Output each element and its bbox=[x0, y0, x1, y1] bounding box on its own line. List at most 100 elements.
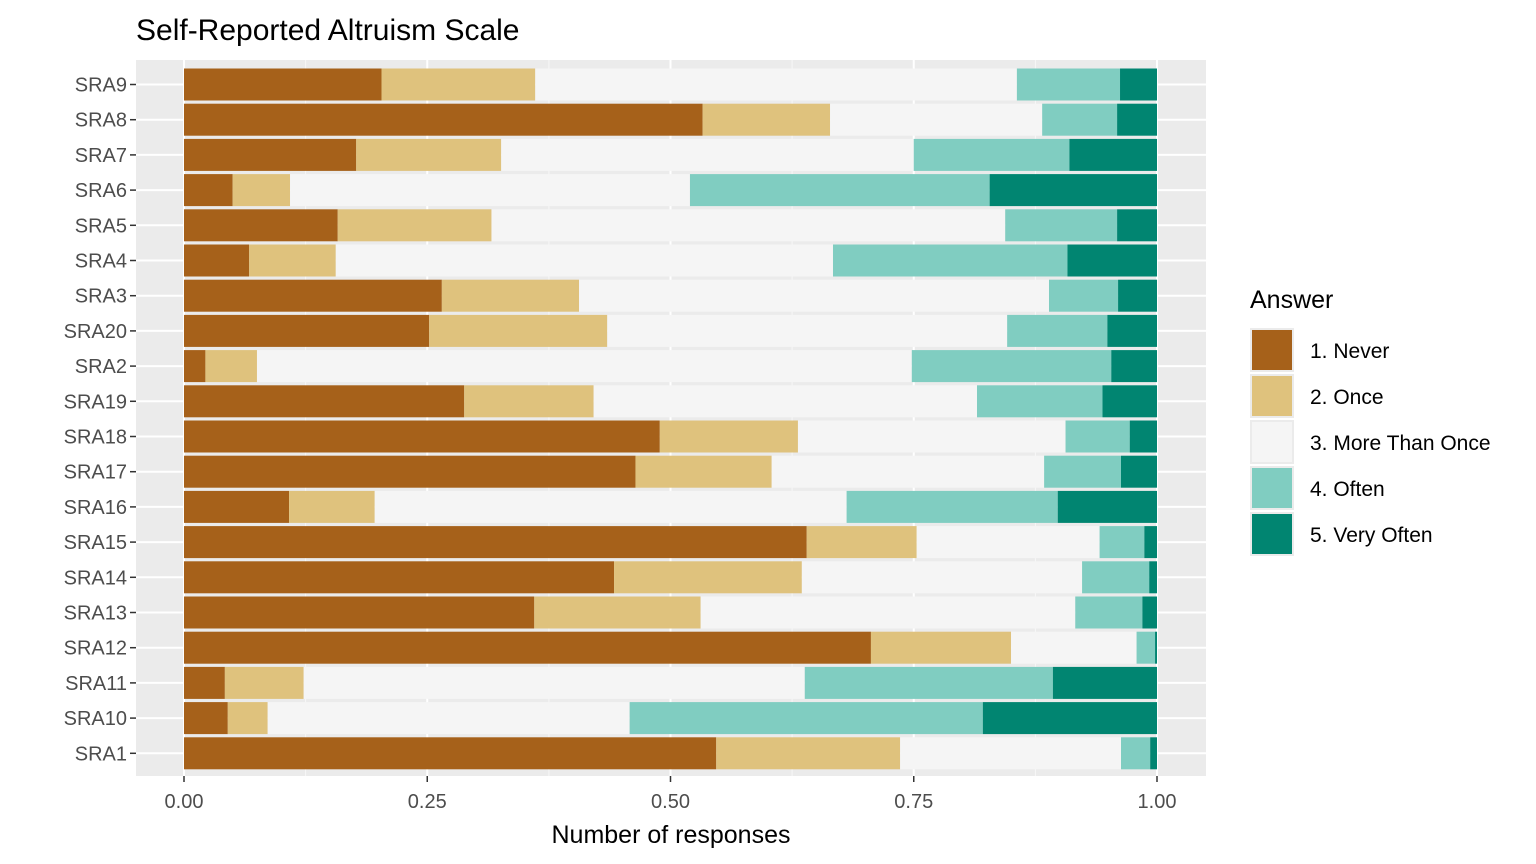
bar-sra14-3-more-than-once bbox=[801, 561, 1083, 594]
y-tick-label: SRA16 bbox=[64, 497, 127, 519]
bar-sra8-2-once bbox=[702, 103, 831, 136]
bar-sra14-5-very-often bbox=[1149, 561, 1157, 594]
x-axis: 0.00 0.25 0.50 0.75 1.00 bbox=[165, 776, 1177, 813]
bar-sra8-3-more-than-once bbox=[830, 103, 1043, 136]
legend-swatch-5-very-often bbox=[1252, 514, 1292, 554]
x-tick-label: 0.75 bbox=[894, 791, 933, 813]
bar-sra11-1-never bbox=[184, 666, 225, 699]
bar-sra4-3-more-than-once bbox=[335, 244, 833, 277]
bar-sra1-1-never bbox=[184, 737, 717, 770]
bar-sra9-2-once bbox=[381, 68, 536, 101]
bar-sra11-4-often bbox=[804, 666, 1053, 699]
bar-sra2-5-very-often bbox=[1111, 350, 1157, 383]
bar-sra10-5-very-often bbox=[982, 702, 1157, 735]
bar-sra2-2-once bbox=[205, 350, 257, 383]
x-tick-label: 0.50 bbox=[651, 791, 690, 813]
bar-sra15-4-often bbox=[1099, 526, 1145, 559]
bar-sra1-2-once bbox=[716, 737, 901, 770]
bar-sra17-4-often bbox=[1044, 455, 1121, 488]
x-tick-label: 0.00 bbox=[165, 791, 204, 813]
bar-sra4-5-very-often bbox=[1067, 244, 1157, 277]
bar-sra18-1-never bbox=[184, 420, 660, 453]
bar-sra20-4-often bbox=[1007, 314, 1108, 347]
bar-sra10-3-more-than-once bbox=[267, 702, 630, 735]
bar-sra4-2-once bbox=[249, 244, 336, 277]
bar-sra5-5-very-often bbox=[1117, 209, 1157, 242]
bars bbox=[184, 68, 1157, 770]
bar-sra3-2-once bbox=[441, 279, 580, 312]
bar-sra15-2-once bbox=[806, 526, 917, 559]
bar-sra8-5-very-often bbox=[1117, 103, 1157, 136]
y-tick-label: SRA11 bbox=[65, 673, 127, 695]
y-tick-label: SRA10 bbox=[64, 708, 127, 730]
x-tick-label: 1.00 bbox=[1138, 791, 1177, 813]
y-tick-label: SRA20 bbox=[64, 321, 127, 343]
bar-sra4-4-often bbox=[832, 244, 1068, 277]
bar-sra6-2-once bbox=[232, 174, 291, 207]
bar-sra8-1-never bbox=[184, 103, 703, 136]
bar-sra8-4-often bbox=[1042, 103, 1118, 136]
bar-sra12-3-more-than-once bbox=[1011, 631, 1137, 664]
bar-sra10-1-never bbox=[184, 702, 228, 735]
bar-sra17-2-once bbox=[635, 455, 772, 488]
bar-sra18-3-more-than-once bbox=[797, 420, 1066, 453]
bar-sra16-3-more-than-once bbox=[374, 490, 847, 523]
bar-sra9-4-often bbox=[1016, 68, 1121, 101]
y-tick-label: SRA19 bbox=[64, 391, 127, 413]
bar-sra6-3-more-than-once bbox=[290, 174, 690, 207]
bar-sra5-2-once bbox=[337, 209, 492, 242]
y-tick-label: SRA17 bbox=[64, 462, 127, 484]
bar-sra13-1-never bbox=[184, 596, 535, 629]
bar-sra15-1-never bbox=[184, 526, 807, 559]
y-tick-label: SRA6 bbox=[75, 180, 127, 202]
bar-sra15-3-more-than-once bbox=[916, 526, 1100, 559]
legend-label: 4. Often bbox=[1310, 478, 1385, 501]
legend: Answer 1. Never 2. Once 3. More Than Once 4… bbox=[1250, 286, 1491, 556]
bar-sra17-3-more-than-once bbox=[771, 455, 1045, 488]
bar-sra13-4-often bbox=[1075, 596, 1143, 629]
y-tick-label: SRA7 bbox=[75, 145, 127, 167]
bar-sra20-3-more-than-once bbox=[607, 314, 1008, 347]
bar-sra5-4-often bbox=[1005, 209, 1118, 242]
bar-sra19-5-very-often bbox=[1102, 385, 1157, 418]
bar-sra20-1-never bbox=[184, 314, 430, 347]
x-tick-label: 0.25 bbox=[408, 791, 447, 813]
y-tick-label: SRA3 bbox=[75, 286, 127, 308]
bar-sra19-4-often bbox=[976, 385, 1103, 418]
y-tick-label: SRA18 bbox=[64, 427, 127, 449]
bar-sra13-3-more-than-once bbox=[700, 596, 1076, 629]
legend-label: 1. Never bbox=[1310, 340, 1389, 363]
bar-sra2-3-more-than-once bbox=[256, 350, 912, 383]
bar-sra19-1-never bbox=[184, 385, 465, 418]
bar-sra18-5-very-often bbox=[1129, 420, 1157, 453]
bar-sra9-1-never bbox=[184, 68, 382, 101]
bar-sra7-3-more-than-once bbox=[501, 138, 914, 171]
y-tick-label: SRA15 bbox=[64, 532, 127, 554]
y-tick-label: SRA5 bbox=[75, 215, 127, 237]
y-tick-label: SRA13 bbox=[64, 603, 127, 625]
bar-sra16-1-never bbox=[184, 490, 290, 523]
legend-title: Answer bbox=[1250, 286, 1333, 314]
bar-sra3-5-very-often bbox=[1118, 279, 1157, 312]
bar-sra10-2-once bbox=[227, 702, 268, 735]
bar-sra7-2-once bbox=[356, 138, 502, 171]
bar-sra19-2-once bbox=[464, 385, 594, 418]
bar-sra18-4-often bbox=[1065, 420, 1130, 453]
bar-sra1-3-more-than-once bbox=[900, 737, 1121, 770]
y-tick-label: SRA12 bbox=[64, 638, 127, 660]
bar-sra5-3-more-than-once bbox=[491, 209, 1006, 242]
bar-sra16-2-once bbox=[289, 490, 375, 523]
bar-sra3-3-more-than-once bbox=[579, 279, 1049, 312]
y-tick-label: SRA14 bbox=[64, 567, 127, 589]
x-axis-title: Number of responses bbox=[551, 821, 790, 849]
bar-sra13-2-once bbox=[534, 596, 701, 629]
bar-sra9-3-more-than-once bbox=[535, 68, 1017, 101]
legend-label: 2. Once bbox=[1310, 386, 1384, 409]
y-tick-label: SRA9 bbox=[75, 75, 127, 97]
bar-sra14-1-never bbox=[184, 561, 615, 594]
bar-sra19-3-more-than-once bbox=[593, 385, 977, 418]
bar-sra6-5-very-often bbox=[989, 174, 1157, 207]
bar-sra12-4-often bbox=[1136, 631, 1156, 664]
bar-sra16-4-often bbox=[846, 490, 1058, 523]
